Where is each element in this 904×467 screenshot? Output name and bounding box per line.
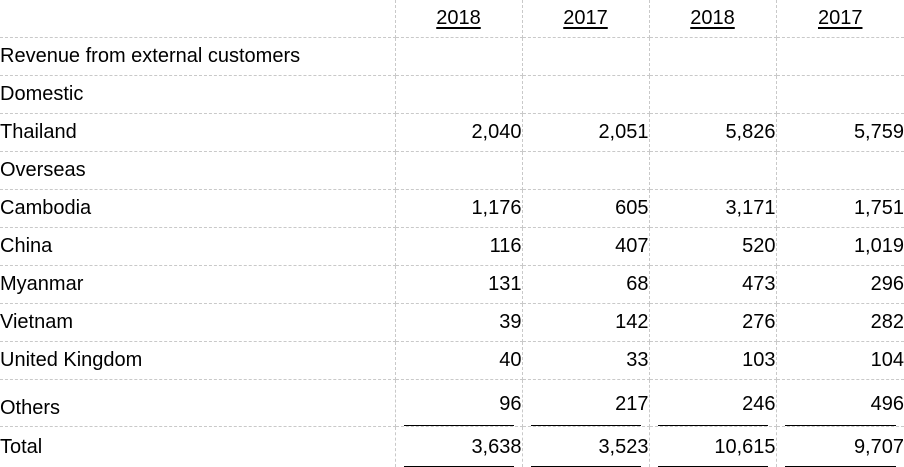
table-row: Revenue from external customers (0, 38, 904, 76)
row-label: China (0, 228, 395, 266)
value-cell: 2,051 (522, 114, 649, 152)
table-row: Myanmar 131 68 473 296 (0, 266, 904, 304)
value-cell: 39 (395, 304, 522, 342)
column-header: 2018 (395, 0, 522, 38)
value-cell: 104 (776, 342, 904, 380)
value-cell: 217 (522, 380, 649, 427)
value-cell: 496 (776, 380, 904, 427)
table-row: Thailand 2,040 2,051 5,826 5,759 (0, 114, 904, 152)
value-cell: 116 (395, 228, 522, 266)
value-cell: 282 (776, 304, 904, 342)
table-row: China 116 407 520 1,019 (0, 228, 904, 266)
table-row: United Kingdom 40 33 103 104 (0, 342, 904, 380)
table-row: Vietnam 39 142 276 282 (0, 304, 904, 342)
header-row: 2018 2017 2018 2017 (0, 0, 904, 38)
value-cell: 131 (395, 266, 522, 304)
value-cell (395, 76, 522, 114)
row-label: Revenue from external customers (0, 38, 395, 76)
value-cell (395, 38, 522, 76)
value-cell: 1,019 (776, 228, 904, 266)
value-cell: 276 (649, 304, 776, 342)
value-cell: 605 (522, 190, 649, 228)
value-cell: 520 (649, 228, 776, 266)
value-cell: 3,171 (649, 190, 776, 228)
value-cell (522, 152, 649, 190)
value-cell: 142 (522, 304, 649, 342)
value-cell: 296 (776, 266, 904, 304)
value-cell: 40 (395, 342, 522, 380)
value-cell: 473 (649, 266, 776, 304)
header-blank-cell (0, 0, 395, 38)
value-cell: 1,751 (776, 190, 904, 228)
value-cell: 96 (395, 380, 522, 427)
value-cell (776, 76, 904, 114)
row-label: Others (0, 380, 395, 427)
row-label: Thailand (0, 114, 395, 152)
value-cell: 2,040 (395, 114, 522, 152)
value-cell (776, 152, 904, 190)
value-cell (522, 38, 649, 76)
value-cell: 407 (522, 228, 649, 266)
table-row: Overseas (0, 152, 904, 190)
value-cell (649, 152, 776, 190)
value-cell: 68 (522, 266, 649, 304)
value-cell (649, 76, 776, 114)
value-cell: 246 (649, 380, 776, 427)
column-header: 2017 (776, 0, 904, 38)
row-label: Vietnam (0, 304, 395, 342)
row-label: Cambodia (0, 190, 395, 228)
value-cell: 33 (522, 342, 649, 380)
row-label: Myanmar (0, 266, 395, 304)
value-cell (649, 38, 776, 76)
column-header: 2018 (649, 0, 776, 38)
table-row: Domestic (0, 76, 904, 114)
value-cell (395, 152, 522, 190)
row-label: Domestic (0, 76, 395, 114)
value-cell: 5,759 (776, 114, 904, 152)
table-row: Others 96 217 246 496 (0, 380, 904, 427)
value-cell (776, 38, 904, 76)
value-cell: 103 (649, 342, 776, 380)
value-cell: 5,826 (649, 114, 776, 152)
value-cell (522, 76, 649, 114)
table-row: Cambodia 1,176 605 3,171 1,751 (0, 190, 904, 228)
column-header: 2017 (522, 0, 649, 38)
row-label: United Kingdom (0, 342, 395, 380)
value-cell: 1,176 (395, 190, 522, 228)
row-label: Overseas (0, 152, 395, 190)
